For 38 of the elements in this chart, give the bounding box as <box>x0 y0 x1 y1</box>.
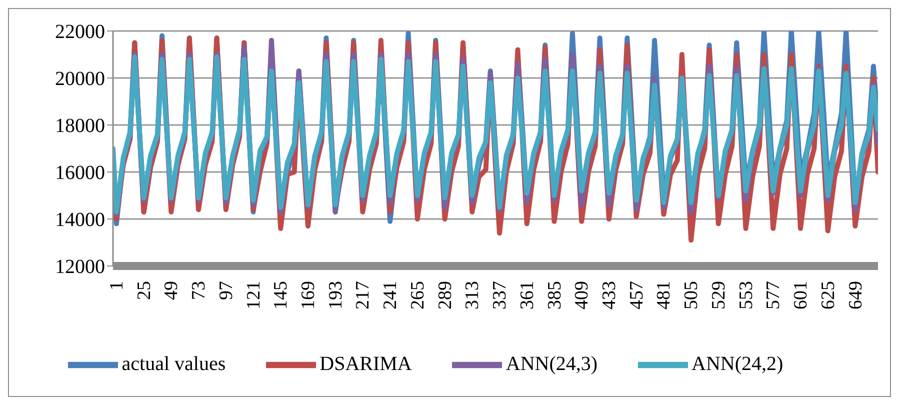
x-tick-label: 577 <box>763 281 784 310</box>
y-tick-label: 20000 <box>55 68 105 90</box>
x-tick-label: 649 <box>845 281 866 310</box>
x-tick-label: 1 <box>106 281 128 290</box>
x-tick-label: 409 <box>572 281 593 310</box>
x-tick-label: 241 <box>380 281 402 310</box>
x-tick-label: 73 <box>188 281 210 300</box>
x-tick-label: 217 <box>352 281 374 310</box>
x-tick-label: 169 <box>298 281 320 310</box>
y-tick-label: 22000 <box>55 21 105 44</box>
x-tick-label: 385 <box>544 281 566 310</box>
legend-label: ANN(24,2) <box>692 352 784 375</box>
x-tick-label: 457 <box>626 281 648 310</box>
x-tick-label: 145 <box>270 281 292 310</box>
x-tick-label: 433 <box>599 281 620 310</box>
y-tick-label: 14000 <box>55 209 105 232</box>
x-tick-label: 601 <box>790 281 812 310</box>
x-tick-label: 49 <box>161 281 182 300</box>
legend-label: ANN(24,3) <box>506 352 598 375</box>
x-tick-label: 505 <box>681 281 702 310</box>
x-tick-label: 553 <box>736 281 757 310</box>
x-tick-label: 337 <box>490 281 511 310</box>
x-tick-label: 361 <box>516 281 538 310</box>
x-tick-label: 193 <box>325 281 346 310</box>
y-tick-label: 12000 <box>55 256 105 278</box>
x-tick-label: 481 <box>654 281 675 310</box>
x-tick-label: 529 <box>708 281 730 310</box>
x-tick-label: 289 <box>434 281 456 310</box>
legend-label: DSARIMA <box>320 352 412 375</box>
x-tick-label: 265 <box>407 281 428 310</box>
x-tick-label: 625 <box>818 281 839 310</box>
y-tick-label: 16000 <box>55 162 105 184</box>
y-tick-label: 18000 <box>55 115 105 138</box>
x-tick-label: 25 <box>134 281 155 300</box>
x-tick-label: 121 <box>243 281 264 310</box>
legend-label: actual values <box>122 352 226 375</box>
x-tick-label: 97 <box>216 281 237 300</box>
x-tick-label: 313 <box>462 281 484 310</box>
